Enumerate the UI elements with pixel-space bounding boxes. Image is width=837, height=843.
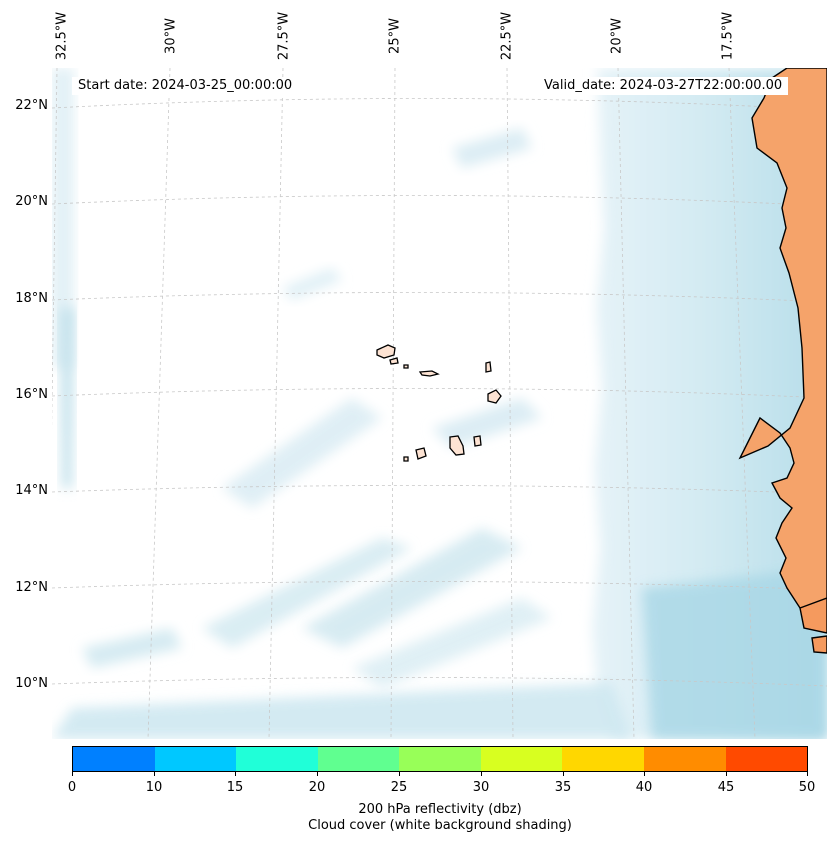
lon-label-25w: 25°W xyxy=(387,18,403,54)
colorbar-segment xyxy=(73,747,155,771)
lon-label-20w: 20°W xyxy=(609,18,625,54)
colorbar-segment xyxy=(562,747,644,771)
colorbar-title: 200 hPa reflectivity (dbz) xyxy=(358,802,522,817)
lat-label-22n: 22°N xyxy=(15,98,48,113)
colorbar xyxy=(72,746,808,772)
colorbar-segment xyxy=(236,747,318,771)
island-fogo xyxy=(415,447,427,460)
cloud-cover-shading xyxy=(52,68,827,739)
colorbar-tick xyxy=(726,772,727,776)
island-santiago xyxy=(449,435,465,456)
colorbar-tick-label: 25 xyxy=(390,780,408,795)
colorbar-segment xyxy=(725,747,808,771)
island-sal xyxy=(485,361,492,373)
colorbar-subtitle: Cloud cover (white background shading) xyxy=(308,818,572,833)
colorbar-segment xyxy=(154,747,237,771)
colorbar-tick-label: 40 xyxy=(635,780,653,795)
island-sao-nicolau xyxy=(418,370,440,377)
lon-label-30w: 30°W xyxy=(163,18,179,54)
colorbar-tick xyxy=(563,772,564,776)
lat-label-16n: 16°N xyxy=(15,387,48,402)
lon-label-32-5w: 32.5°W xyxy=(54,11,70,61)
colorbar-segment xyxy=(317,747,400,771)
lat-label-20n: 20°N xyxy=(15,194,48,209)
map-panel[interactable] xyxy=(52,68,827,739)
lon-label-22-5w: 22.5°W xyxy=(499,11,515,61)
lat-lon-gridlines xyxy=(52,68,827,739)
colorbar-tick-label: 30 xyxy=(472,780,490,795)
lat-label-12n: 12°N xyxy=(15,580,48,595)
island-maio xyxy=(473,435,482,447)
island-sao-vicente xyxy=(389,357,399,365)
colorbar-tick-label: 15 xyxy=(226,780,244,795)
colorbar-tick xyxy=(399,772,400,776)
start-date-label: Start date: 2024-03-25_00:00:00 xyxy=(72,77,299,95)
colorbar-tick-label: 20 xyxy=(308,780,326,795)
colorbar-tick xyxy=(807,772,808,776)
cape-verde-islands xyxy=(376,344,502,462)
colorbar-tick-label: 50 xyxy=(798,780,816,795)
lat-label-10n: 10°N xyxy=(15,676,48,691)
colorbar-tick xyxy=(235,772,236,776)
island-santa-luzia xyxy=(403,364,409,369)
colorbar-tick xyxy=(481,772,482,776)
colorbar-tick-label: 45 xyxy=(717,780,735,795)
lat-label-18n: 18°N xyxy=(15,291,48,306)
colorbar-tick-label: 10 xyxy=(145,780,163,795)
island-santo-antao xyxy=(376,344,396,359)
island-boa-vista xyxy=(487,389,502,404)
lat-label-14n: 14°N xyxy=(15,483,48,498)
island-brava xyxy=(403,456,409,462)
colorbar-tick xyxy=(72,772,73,776)
colorbar-tick xyxy=(644,772,645,776)
land-patch-south xyxy=(799,597,827,654)
colorbar-tick-label: 0 xyxy=(67,780,77,795)
lon-label-27-5w: 27.5°W xyxy=(276,11,292,61)
colorbar-segment xyxy=(480,747,563,771)
africa-coastline xyxy=(738,68,827,629)
colorbar-tick xyxy=(317,772,318,776)
colorbar-tick-label: 35 xyxy=(554,780,572,795)
colorbar-segment xyxy=(643,747,726,771)
lon-label-17-5w: 17.5°W xyxy=(720,11,736,61)
colorbar-tick xyxy=(154,772,155,776)
map-canvas xyxy=(52,68,827,739)
colorbar-segment xyxy=(399,747,481,771)
valid-date-label: Valid_date: 2024-03-27T22:00:00.00 xyxy=(538,77,789,95)
